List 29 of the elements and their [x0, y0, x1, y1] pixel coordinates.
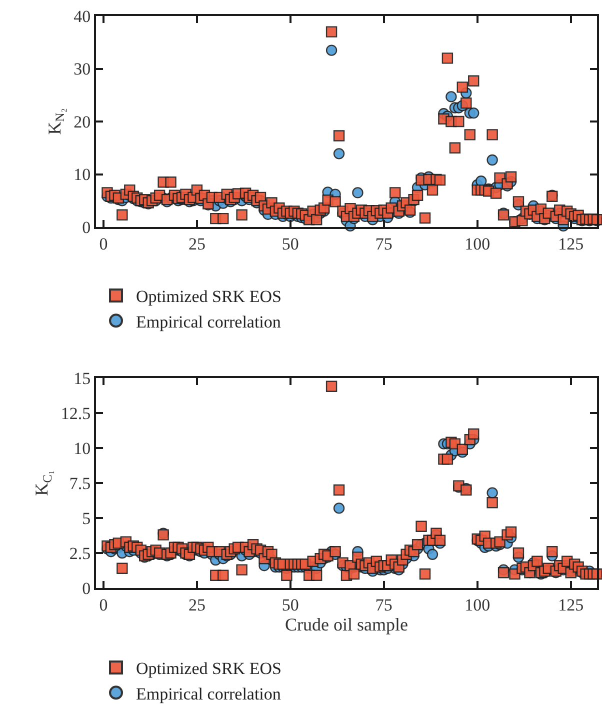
legend-label: Optimized SRK EOS	[136, 659, 282, 678]
x-axis-title: Crude oil sample	[285, 614, 408, 634]
y-tick-label: 0	[82, 218, 91, 237]
x-tick-label: 100	[464, 595, 490, 614]
x-tick-label: 0	[99, 595, 108, 614]
x-tick-label: 0	[99, 234, 108, 254]
x-tick-label: 25	[188, 595, 206, 614]
y-tick-label: 7.5	[69, 474, 91, 493]
y-tick-label: 10	[74, 165, 91, 184]
y-tick-label: 30	[74, 60, 91, 79]
y-tick-label: 12.5	[60, 404, 91, 423]
y-tick-label: 15	[74, 368, 91, 388]
x-tick-label: 75	[375, 234, 392, 254]
legend-label: Empirical correlation	[136, 312, 282, 332]
y-tick-label: 20	[74, 112, 91, 132]
y-tick-label: 40	[74, 6, 91, 26]
x-tick-label: 125	[558, 234, 584, 254]
x-tick-label: 50	[282, 234, 299, 254]
x-tick-label: 100	[464, 234, 490, 254]
legend-label: Empirical correlation	[136, 684, 282, 704]
x-tick-label: 25	[188, 234, 206, 254]
y-tick-label: 5	[82, 508, 91, 528]
x-tick-label: 50	[282, 595, 299, 614]
y-tick-label: 0	[82, 578, 91, 598]
y-tick-label: 10	[74, 438, 91, 458]
x-tick-label: 125	[558, 595, 584, 614]
x-tick-label: 75	[375, 595, 392, 614]
legend-label: Optimized SRK EOS	[136, 287, 282, 306]
y-tick-label: 2.5	[69, 544, 91, 563]
